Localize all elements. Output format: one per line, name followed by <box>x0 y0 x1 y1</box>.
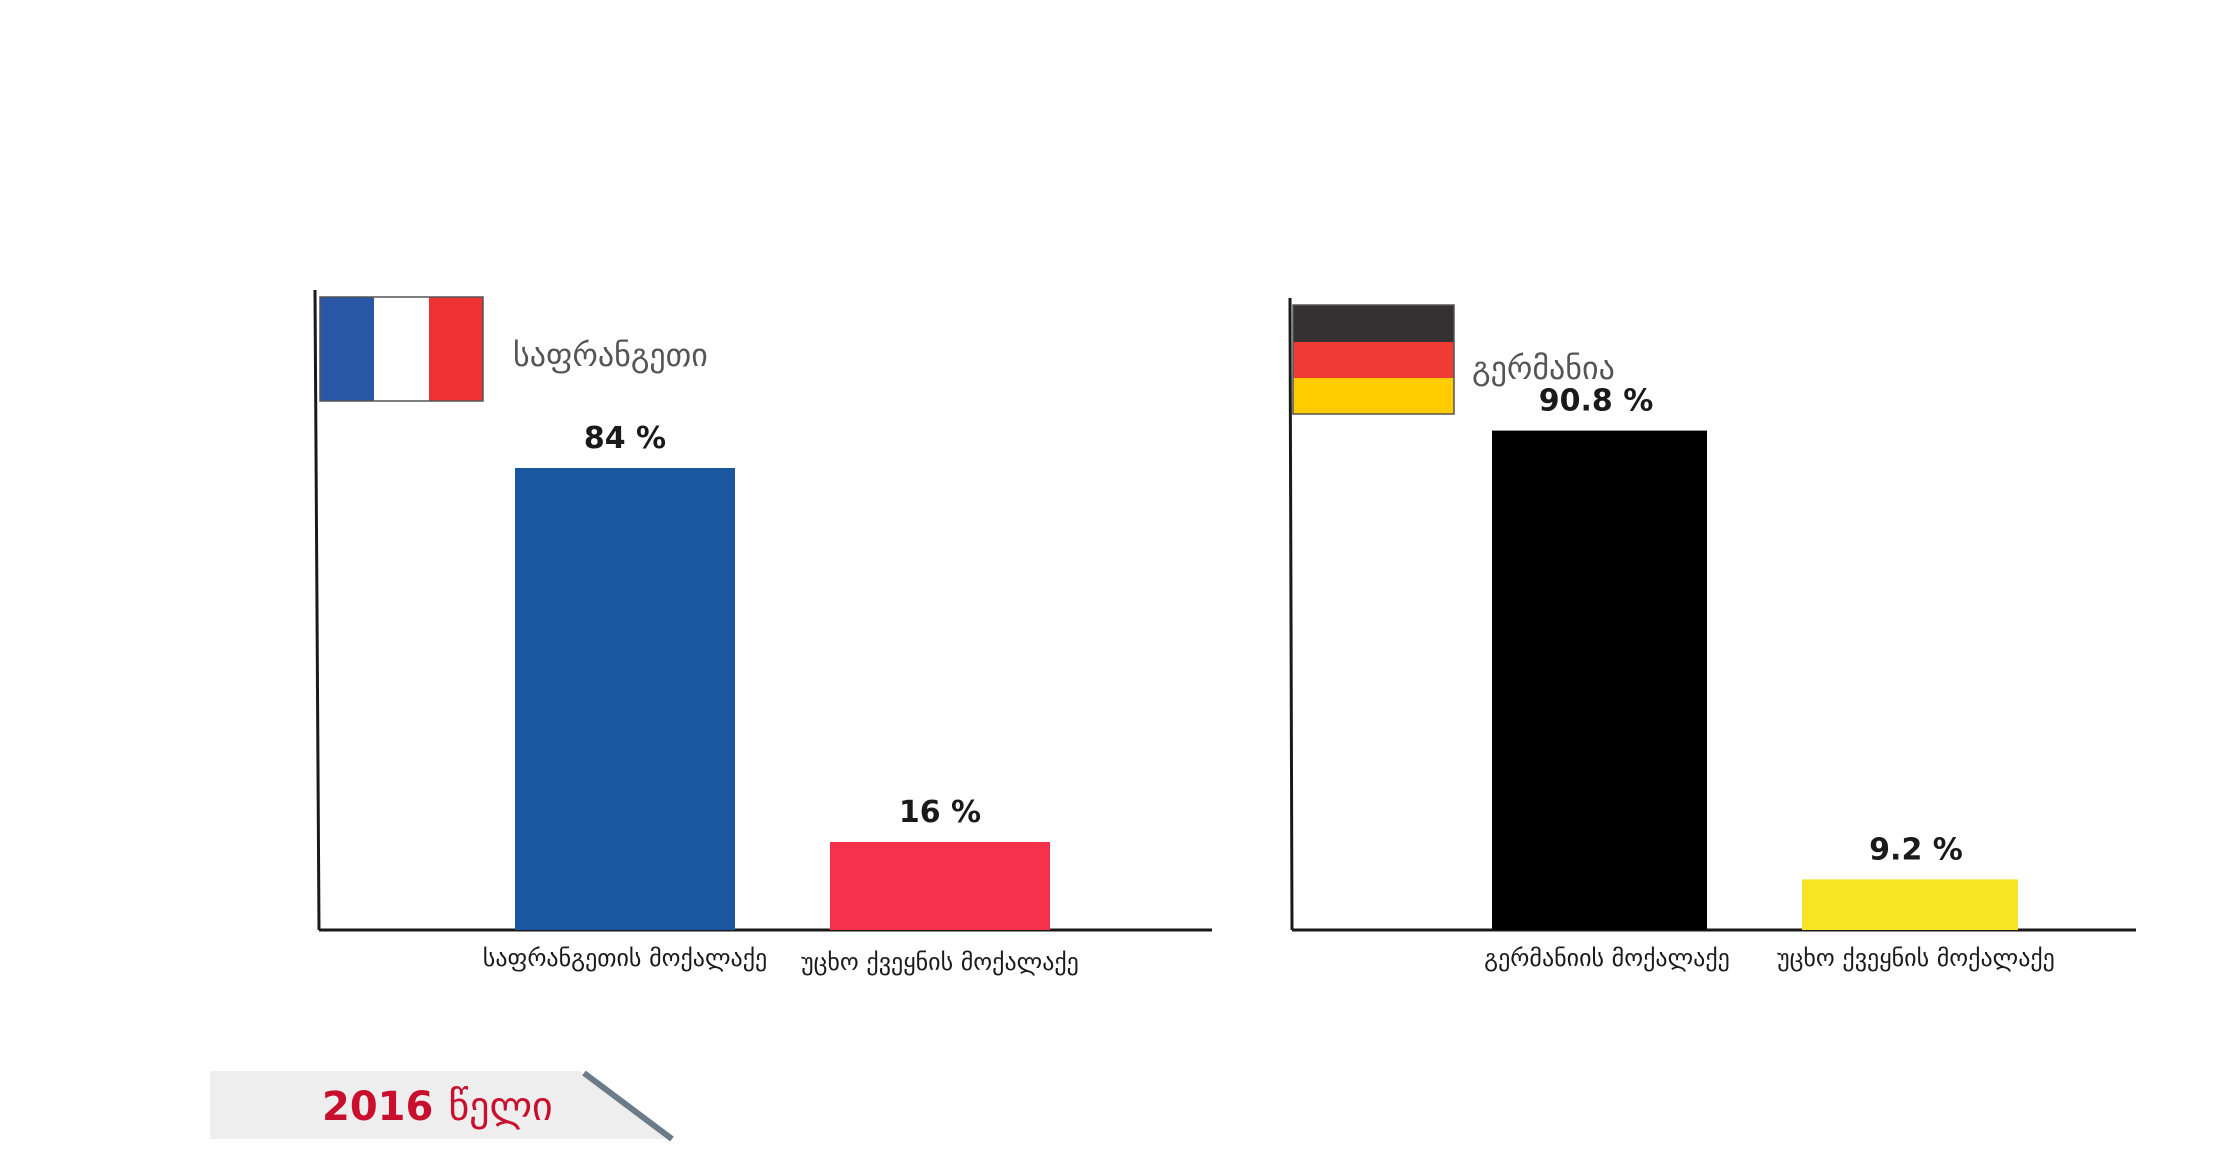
germany-title: გერმანია <box>1472 349 1615 387</box>
france-flag-blue-stripe <box>320 297 374 401</box>
germany-flag-border <box>1292 304 1455 415</box>
germany-bar-foreign <box>1802 879 2018 930</box>
france-flag-white-stripe <box>374 297 429 401</box>
france-y-axis <box>313 289 321 931</box>
germany-flag <box>1292 304 1455 415</box>
germany-flag-gold-stripe <box>1293 378 1454 414</box>
germany-bar-citizens <box>1492 430 1707 930</box>
france-bar-foreign <box>830 842 1050 930</box>
germany-category-foreign: უცხო ქვეყნის მოქალაქე <box>1777 944 2055 972</box>
year-badge-background <box>210 1071 672 1139</box>
france-flag-border <box>319 296 484 402</box>
france-category-citizens: საფრანგეთის მოქალაქე <box>483 944 767 972</box>
year-number: 2016 <box>322 1084 433 1130</box>
france-chart: საფრანგეთი 84 % 16 % საფრანგეთის მოქალაქ… <box>313 289 1212 976</box>
france-flag <box>319 296 484 402</box>
germany-flag-red-stripe <box>1293 342 1454 378</box>
year-word: წელი <box>448 1084 552 1130</box>
germany-category-citizens: გერმანიის მოქალაქე <box>1484 944 1730 972</box>
germany-value-label-citizens: 90.8 % <box>1539 384 1654 419</box>
year-badge: 2016 წელი <box>210 1070 674 1142</box>
year-badge-stripe <box>582 1070 674 1142</box>
france-category-foreign: უცხო ქვეყნის მოქალაქე <box>801 948 1079 976</box>
year-badge-label: 2016 წელი <box>322 1084 553 1130</box>
germany-flag-black-stripe <box>1293 305 1454 342</box>
germany-y-axis <box>1288 297 1294 931</box>
france-title: საფრანგეთი <box>513 336 708 374</box>
germany-value-label-foreign: 9.2 % <box>1869 832 1963 867</box>
france-value-label-citizens: 84 % <box>584 421 666 456</box>
france-value-label-foreign: 16 % <box>899 795 981 830</box>
france-flag-red-stripe <box>429 297 483 401</box>
france-bar-citizens <box>515 468 735 930</box>
germany-chart: გერმანია 90.8 % 9.2 % გერმანიის მოქალაქე… <box>1288 297 2136 972</box>
